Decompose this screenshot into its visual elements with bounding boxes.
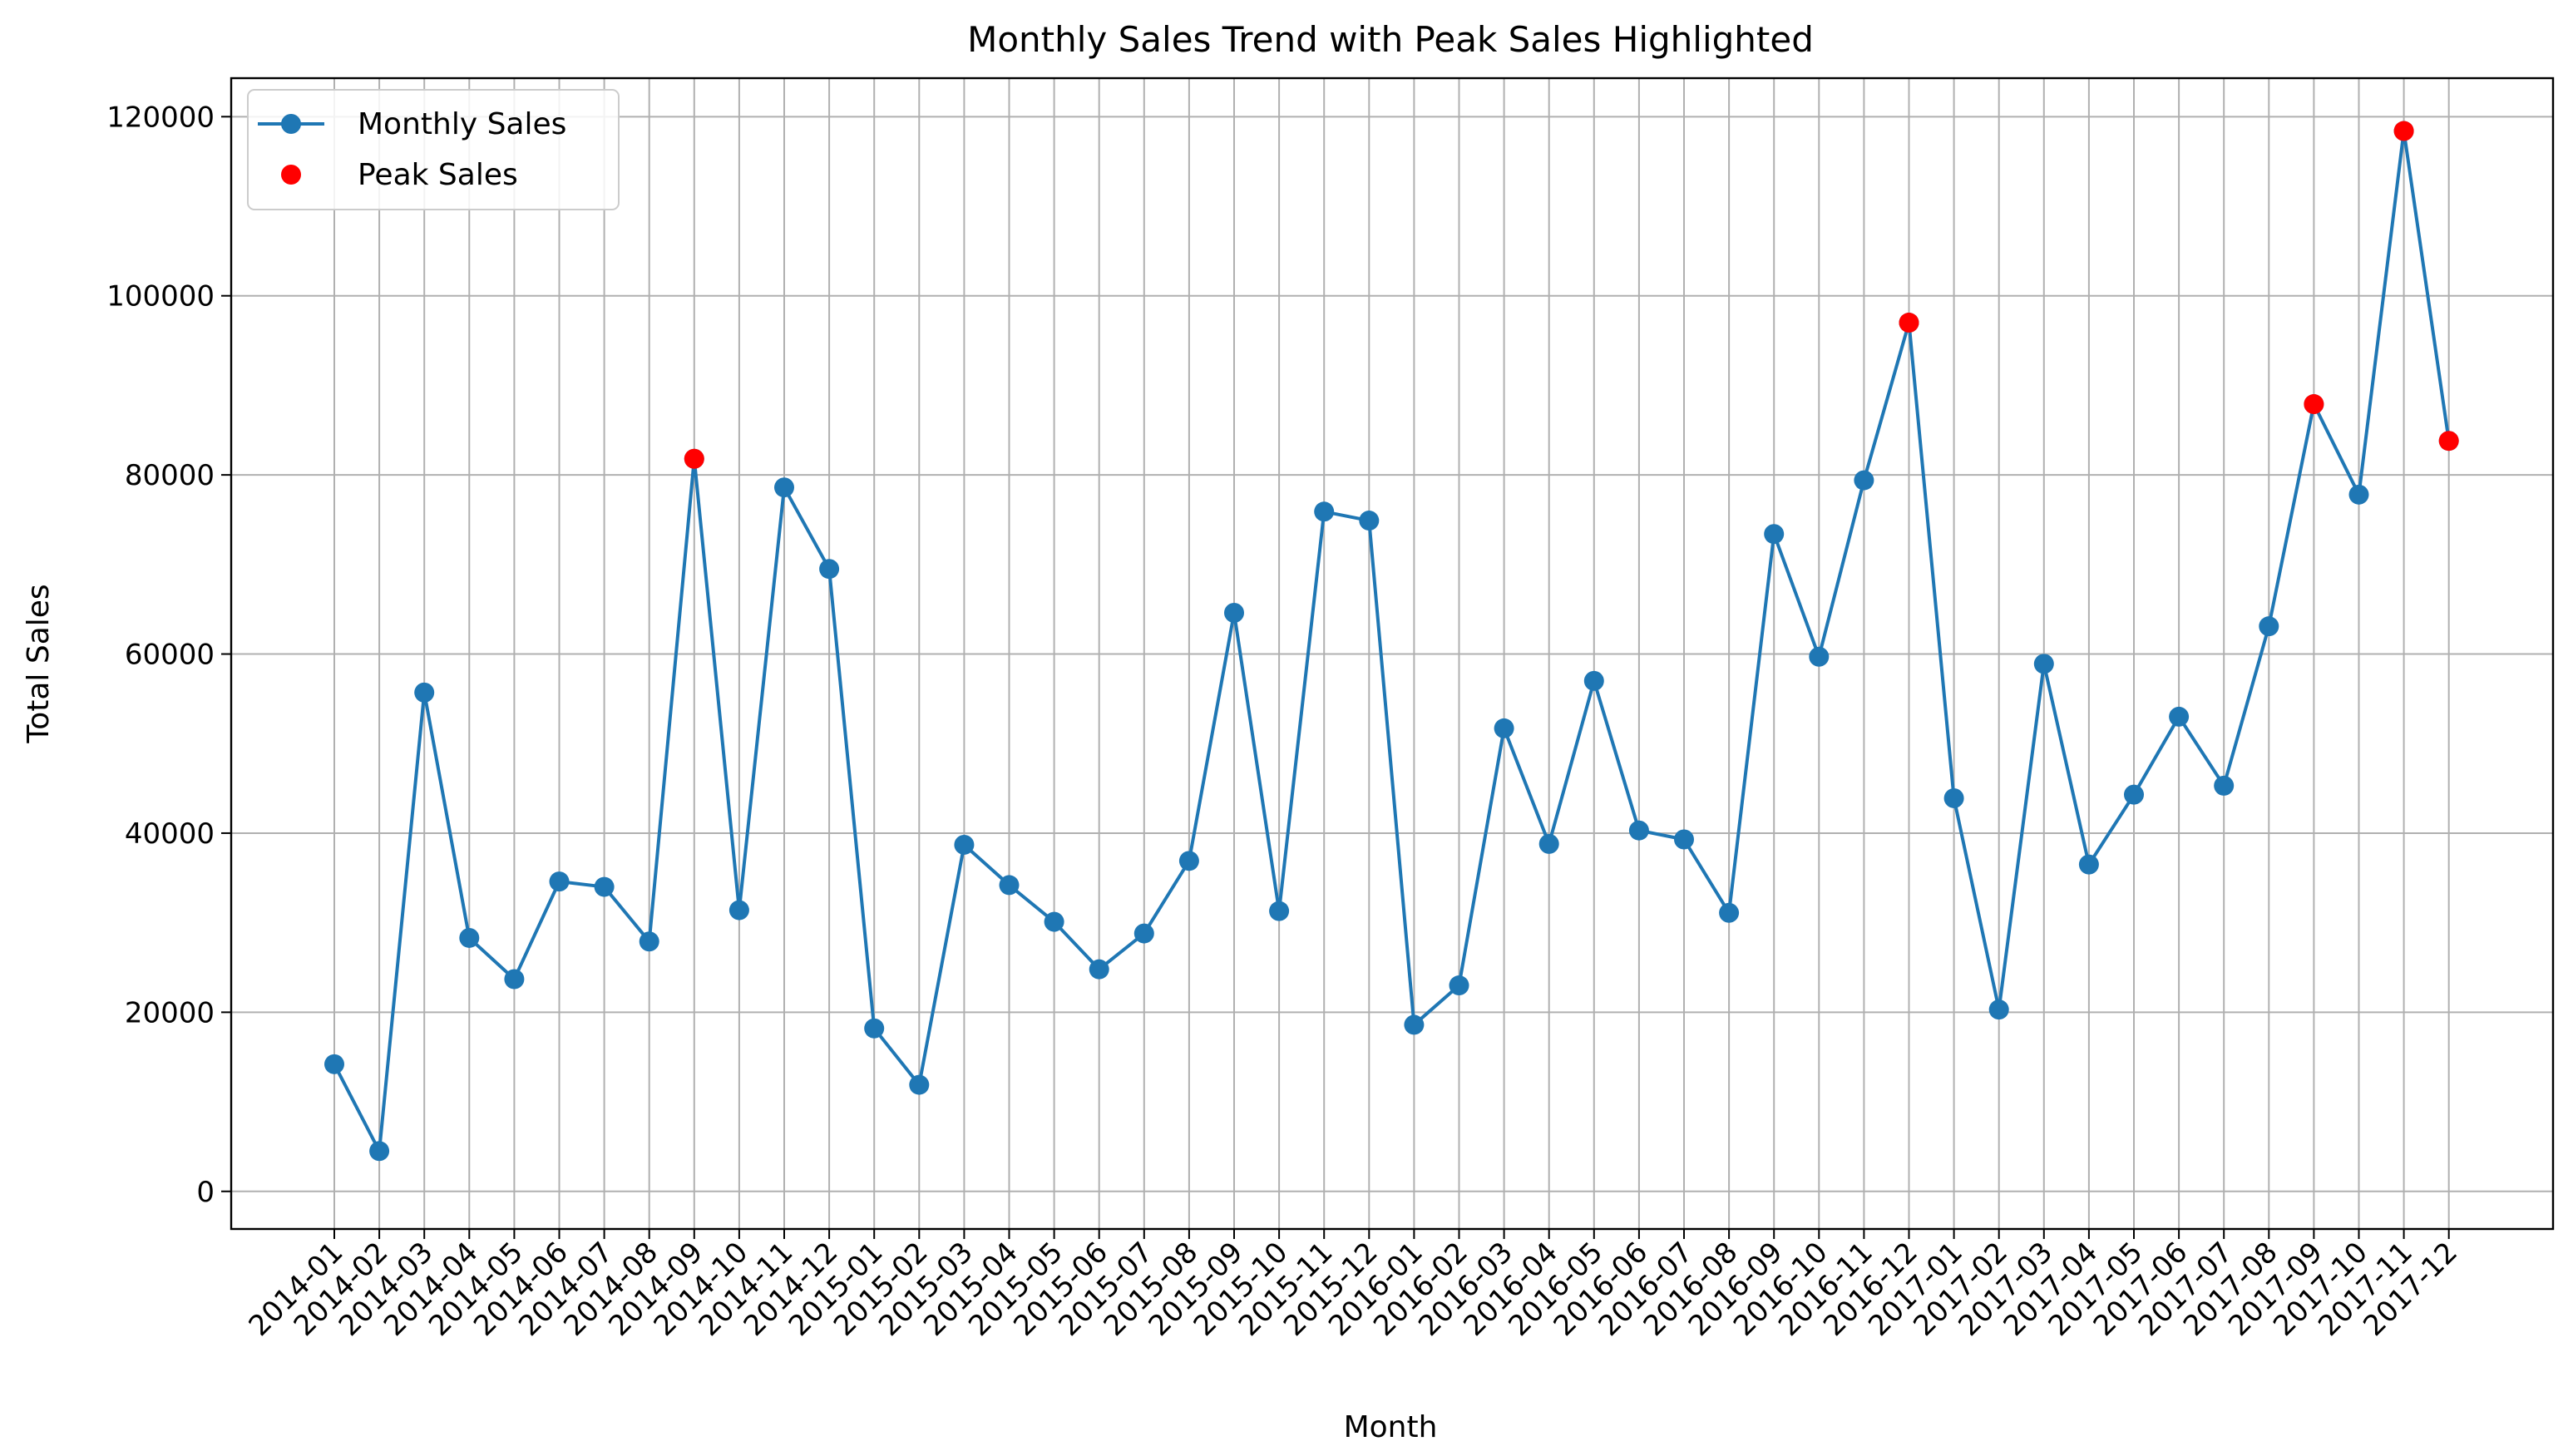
- monthly-sales-point: [1494, 718, 1514, 738]
- y-tick-label: 120000: [106, 101, 215, 134]
- monthly-sales-point: [1674, 829, 1694, 850]
- peak-sales-point: [684, 448, 704, 469]
- monthly-sales-point: [2214, 775, 2235, 796]
- monthly-sales-point: [324, 1054, 344, 1074]
- legend: Monthly Sales Peak Sales: [247, 89, 620, 210]
- y-tick-label: 100000: [106, 280, 215, 313]
- monthly-sales-point: [1943, 787, 1964, 808]
- monthly-sales-point: [1404, 1014, 1425, 1035]
- x-axis-label: Month: [1344, 1410, 1438, 1444]
- monthly-sales-point: [1089, 959, 1109, 980]
- monthly-sales-point: [1314, 501, 1335, 522]
- y-tick-label: 0: [196, 1176, 215, 1209]
- legend-peak-sales-marker: [281, 165, 301, 185]
- monthly-sales-point: [1044, 911, 1064, 932]
- monthly-sales-point: [774, 477, 794, 498]
- monthly-sales-point: [1178, 851, 1199, 871]
- monthly-sales-point: [594, 876, 615, 897]
- monthly-sales-point: [504, 969, 525, 990]
- chart-title: Monthly Sales Trend with Peak Sales High…: [967, 19, 1814, 60]
- monthly-sales-point: [1628, 820, 1649, 841]
- monthly-sales-point: [864, 1018, 885, 1039]
- peak-sales-point: [2304, 394, 2324, 415]
- monthly-sales-point: [1133, 923, 1154, 944]
- monthly-sales-point: [2078, 854, 2099, 875]
- monthly-sales-point: [2124, 784, 2144, 805]
- peak-sales-point: [2393, 121, 2414, 141]
- monthly-sales-line: [333, 129, 2451, 1153]
- monthly-sales-point: [954, 834, 975, 855]
- monthly-sales-point: [369, 1141, 390, 1162]
- monthly-sales-point: [459, 927, 480, 948]
- monthly-sales-point: [1854, 470, 1874, 491]
- legend-monthly-sales-marker: [281, 114, 301, 134]
- monthly-sales-point: [1538, 833, 1559, 854]
- monthly-sales-point: [1359, 511, 1380, 531]
- monthly-sales-point: [909, 1074, 930, 1095]
- monthly-sales-point: [819, 559, 840, 580]
- monthly-sales-point: [1269, 901, 1290, 921]
- legend-monthly-sales-label: Monthly Sales: [358, 107, 566, 141]
- series-layer: [324, 121, 2459, 1162]
- peak-sales-point: [2438, 431, 2459, 452]
- monthly-sales-point: [2259, 616, 2279, 637]
- y-tick-label: 20000: [125, 996, 215, 1029]
- grid-layer: [231, 78, 2553, 1229]
- monthly-sales-point: [728, 900, 749, 920]
- legend-peak-sales-label: Peak Sales: [358, 158, 518, 192]
- peak-sales-point: [1899, 313, 1919, 333]
- monthly-sales-point: [2169, 706, 2190, 727]
- monthly-sales-point: [1988, 999, 2009, 1020]
- monthly-sales-point: [2348, 484, 2369, 505]
- monthly-sales-point: [2033, 654, 2054, 674]
- monthly-sales-point: [1809, 646, 1830, 667]
- monthly-sales-point: [549, 871, 570, 892]
- monthly-sales-point: [414, 682, 435, 703]
- monthly-sales-point: [639, 931, 659, 952]
- monthly-sales-point: [999, 875, 1020, 896]
- y-tick-label: 40000: [125, 817, 215, 851]
- legend-frame: [247, 89, 620, 210]
- y-tick-label: 60000: [125, 639, 215, 672]
- plot-frame: [230, 77, 2555, 1231]
- monthly-sales-point: [1719, 902, 1740, 923]
- y-axis-label: Total Sales: [22, 584, 56, 743]
- monthly-sales-point: [1224, 602, 1244, 623]
- monthly-sales-point: [1764, 524, 1785, 545]
- monthly-sales-point: [1583, 670, 1604, 691]
- y-tick-label: 80000: [125, 459, 215, 492]
- monthly-sales-point: [1449, 975, 1469, 996]
